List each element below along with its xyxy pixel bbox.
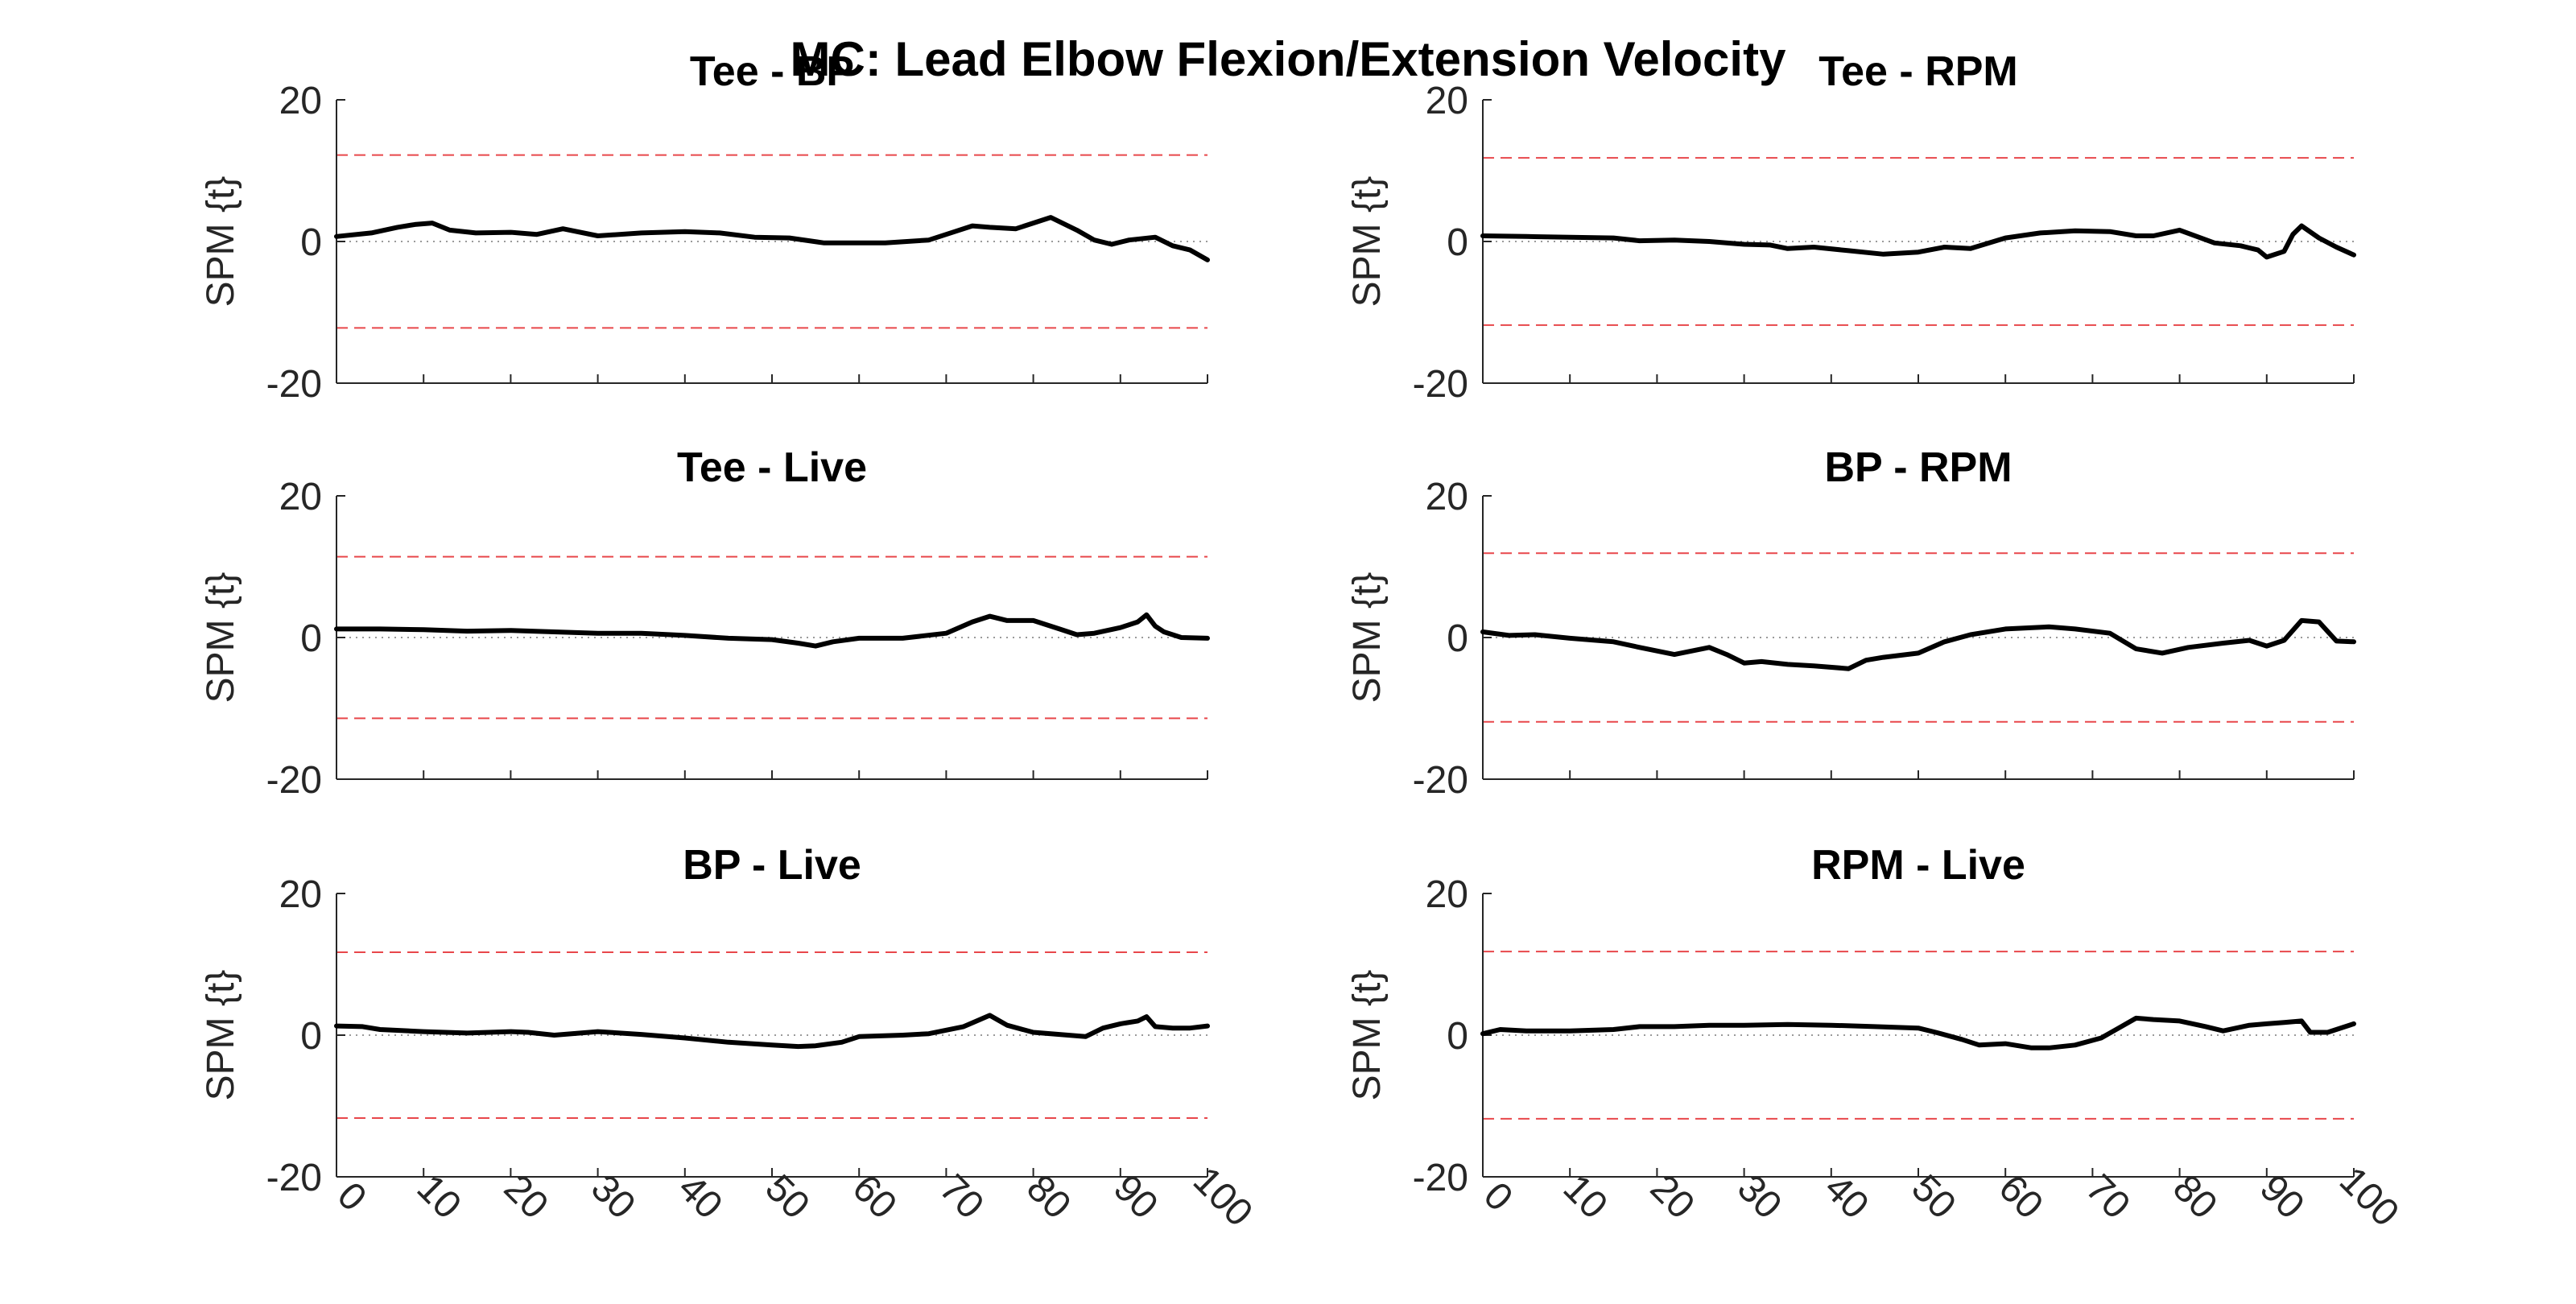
y-tick-label: -20 [1413, 1157, 1468, 1199]
y-axis-label: SPM {t} [1346, 572, 1389, 704]
panel-title: Tee - BP [690, 48, 854, 95]
y-axis-label: SPM {t} [200, 176, 242, 307]
y-tick-label: 20 [279, 476, 322, 518]
spm-t-curve [1480, 1015, 2356, 1050]
x-tick-label: 70 [2078, 1166, 2138, 1227]
y-tick-label: -20 [266, 759, 322, 802]
y-axis-label: SPM {t} [1346, 970, 1389, 1101]
x-tick-label: 50 [1903, 1166, 1963, 1227]
y-tick-label: 20 [279, 80, 322, 122]
panel-title: Tee - RPM [1818, 48, 2018, 95]
y-tick-label: 20 [1426, 476, 1468, 518]
spm-t-curve [1480, 223, 2356, 260]
panel-title: RPM - Live [1811, 842, 2025, 889]
y-tick-label: 0 [1447, 617, 1468, 660]
y-axis-label: SPM {t} [1346, 176, 1389, 307]
figure-title: MC: Lead Elbow Flexion/Extension Velocit… [791, 32, 1787, 86]
y-tick-label: -20 [1413, 363, 1468, 406]
panel-title: BP - Live [683, 842, 861, 889]
y-tick-label: 20 [1426, 873, 1468, 916]
x-tick-label: 0 [329, 1174, 374, 1219]
y-tick-label: 0 [300, 1015, 322, 1058]
x-tick-label: 60 [1991, 1166, 2051, 1227]
y-axis-label: SPM {t} [200, 572, 242, 704]
x-tick-label: 50 [757, 1166, 817, 1227]
x-tick-label: 40 [670, 1166, 730, 1227]
x-tick-label: 80 [1018, 1166, 1079, 1227]
x-tick-label: 80 [2165, 1166, 2225, 1227]
y-axis-label: SPM {t} [200, 970, 242, 1101]
spm-t-curve [334, 215, 1210, 262]
x-tick-label: 70 [931, 1166, 992, 1227]
x-tick-label: 100 [2331, 1159, 2407, 1235]
panel-title: Tee - Live [677, 444, 867, 491]
x-tick-label: 0 [1476, 1174, 1521, 1219]
y-tick-label: -20 [266, 363, 322, 406]
x-tick-label: 90 [2252, 1166, 2312, 1227]
x-tick-label: 40 [1816, 1166, 1876, 1227]
y-tick-label: 0 [300, 617, 322, 660]
spm-t-curve [334, 612, 1210, 649]
y-tick-label: 0 [300, 221, 322, 264]
y-tick-label: 20 [1426, 80, 1468, 122]
x-tick-label: 90 [1105, 1166, 1166, 1227]
x-tick-label: 20 [1642, 1166, 1703, 1227]
x-tick-label: 10 [1555, 1166, 1616, 1227]
x-tick-label: 10 [409, 1166, 469, 1227]
y-tick-label: 20 [279, 873, 322, 916]
spm-panel: -20 0 20 SPM {t} Tee - BP [200, 48, 1210, 406]
y-tick-label: 0 [1447, 1015, 1468, 1058]
x-tick-label: 100 [1185, 1159, 1261, 1235]
x-tick-label: 30 [1729, 1166, 1790, 1227]
x-tick-label: 20 [496, 1166, 556, 1227]
y-tick-label: 0 [1447, 221, 1468, 264]
panel-title: BP - RPM [1824, 444, 2012, 491]
spm-t-curve [1480, 617, 2356, 671]
spm-panel: -20 0 20 SPM {t} BP - RPM [1346, 444, 2356, 802]
spm-t-curve [334, 1013, 1210, 1050]
y-tick-label: -20 [1413, 759, 1468, 802]
spm-panel: -20 0 20 SPM {t} Tee - RPM [1346, 48, 2356, 406]
spm-panel: -20 0 20 SPM {t} Tee - Live [200, 444, 1210, 802]
x-tick-label: 30 [583, 1166, 643, 1227]
y-tick-label: -20 [266, 1157, 322, 1199]
x-tick-label: 60 [844, 1166, 905, 1227]
